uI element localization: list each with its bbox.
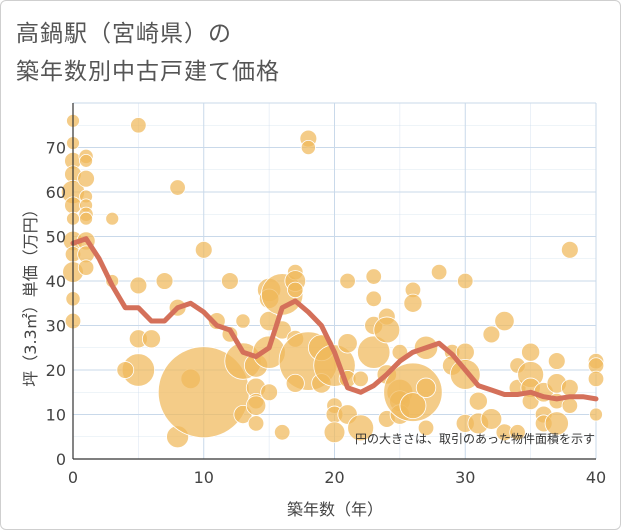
data-point-128: [589, 407, 603, 422]
y-tick-label-0: 0: [56, 450, 66, 469]
data-point-91: [399, 392, 427, 420]
data-point-111: [521, 342, 541, 362]
x-tick-label-10: 10: [194, 468, 214, 487]
data-point-38: [221, 272, 239, 290]
data-point-21: [77, 259, 95, 276]
data-point-28: [116, 361, 135, 379]
data-point-123: [560, 378, 579, 397]
y-tick-label-50: 50: [46, 228, 66, 247]
data-point-24: [130, 117, 147, 134]
data-point-31: [169, 179, 186, 196]
data-point-104: [482, 325, 501, 344]
data-point-98: [457, 272, 474, 290]
data-point-69: [323, 421, 346, 444]
data-point-95: [430, 263, 448, 281]
chart-axes: 0 10 20 30 40 0 10 20 30 40 50 60 70: [46, 103, 606, 487]
data-point-61: [300, 139, 316, 156]
data-point-25: [129, 276, 148, 295]
data-point-77: [365, 290, 382, 308]
y-tick-label-30: 30: [46, 317, 66, 336]
data-point-94: [417, 419, 435, 437]
x-tick-label-40: 40: [586, 468, 606, 487]
data-point-102: [468, 391, 488, 411]
y-tick-label-10: 10: [46, 406, 66, 425]
trend-line: [70, 236, 599, 402]
data-point-18: [79, 211, 93, 226]
data-point-110: [509, 424, 526, 441]
data-point-89: [403, 293, 423, 313]
x-axis-label: 築年数（年）: [287, 500, 383, 519]
data-point-74: [352, 370, 369, 388]
x-tick-label-20: 20: [324, 468, 344, 487]
data-point-79: [357, 335, 391, 369]
x-tick-label-30: 30: [455, 468, 475, 487]
data-point-14: [77, 169, 95, 188]
data-point-106: [494, 310, 515, 332]
bubble-size-note: 円の大きさは、取引のあった物件面積を示す: [355, 431, 595, 446]
data-point-121: [544, 411, 569, 436]
data-point-76: [365, 268, 382, 285]
data-point-47: [247, 415, 265, 432]
data-point-71: [337, 333, 358, 354]
data-point-122: [560, 241, 579, 259]
chart-title-line2: 築年数別中古戸建て価格: [16, 59, 280, 85]
y-tick-label-40: 40: [46, 272, 66, 291]
data-point-105: [480, 408, 503, 430]
data-point-40: [235, 313, 251, 329]
data-point-58: [287, 281, 304, 299]
data-point-118: [547, 352, 566, 370]
data-point-46: [245, 395, 267, 416]
bubble-layer: [60, 113, 605, 449]
y-tick-label-70: 70: [46, 139, 66, 158]
data-point-22: [105, 211, 120, 226]
data-point-29: [141, 329, 161, 349]
y-axis-label: 坪（3.3㎡）単価（万円）: [21, 201, 40, 386]
data-point-70: [339, 272, 356, 290]
data-point-52: [260, 383, 278, 402]
data-point-63: [285, 373, 305, 393]
y-tick-label-60: 60: [46, 183, 66, 202]
chart-title-line1: 高鍋駅（宮崎県）の: [16, 21, 232, 47]
data-point-55: [274, 424, 291, 441]
x-tick-label-0: 0: [68, 468, 78, 487]
y-tick-label-20: 20: [46, 361, 66, 380]
data-point-81: [373, 316, 401, 344]
data-point-35: [194, 241, 213, 259]
data-point-30: [155, 272, 174, 290]
data-point-127: [587, 370, 605, 388]
data-point-93: [415, 377, 437, 398]
data-point-75: [347, 414, 375, 442]
data-point-13: [79, 153, 93, 168]
